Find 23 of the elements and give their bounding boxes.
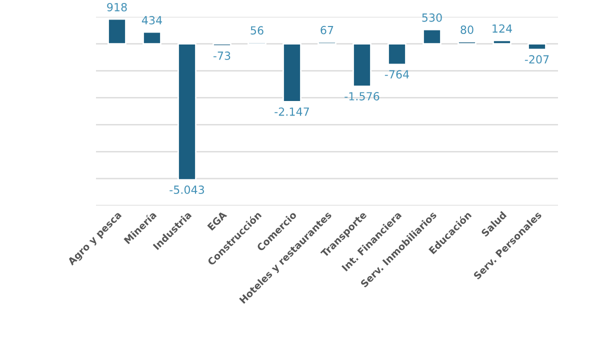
data-label: 918 (107, 2, 127, 12)
bar (282, 43, 302, 102)
bar (178, 43, 196, 180)
data-label: -2.147 (274, 107, 309, 116)
data-label: 56 (250, 26, 264, 35)
data-label: 434 (142, 16, 162, 24)
bar (422, 28, 442, 45)
data-label: -764 (384, 70, 409, 79)
bar (142, 31, 162, 45)
data-label: 124 (492, 24, 512, 33)
bar (388, 43, 406, 66)
data-label: 530 (422, 13, 442, 22)
data-label: -73 (213, 52, 230, 60)
data-label: -1.576 (344, 92, 380, 100)
data-label: 80 (460, 26, 474, 34)
bar (458, 40, 476, 45)
data-label: -5.043 (170, 186, 204, 194)
bar (108, 18, 126, 45)
bar (352, 43, 372, 87)
bar (492, 40, 512, 45)
data-label: 67 (320, 26, 334, 34)
bar (528, 43, 546, 50)
data-label: -207 (524, 55, 549, 64)
